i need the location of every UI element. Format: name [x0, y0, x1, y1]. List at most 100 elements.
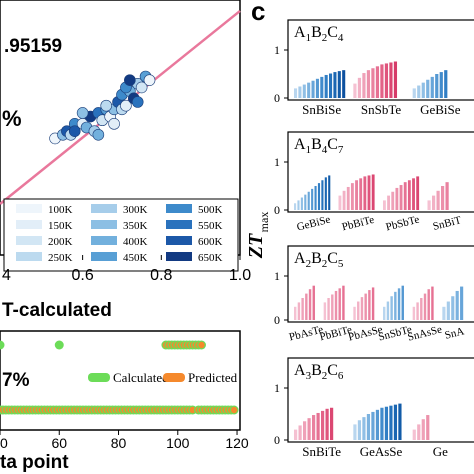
legend-label: 150K [48, 220, 73, 232]
subpanel-title: A3B2C6 [294, 362, 344, 382]
zt-bar [298, 425, 302, 440]
zt-bar [320, 76, 324, 98]
legend-swatch [16, 204, 42, 213]
zt-bar [383, 200, 386, 210]
group-label: GeBiSe [420, 102, 461, 117]
zt-subpanel: A3B2C6 1 0 SnBiTe GeAsSe Ge [274, 357, 474, 459]
zt-bar [307, 191, 310, 210]
zt-bar [383, 306, 386, 320]
zt-bar [338, 195, 342, 210]
zt-bar [403, 182, 407, 210]
zt-bar [394, 291, 397, 320]
subpanel-y-tick-label: 1 [274, 155, 280, 169]
group-label: SnBiT [432, 214, 463, 233]
zt-bar [353, 83, 357, 98]
calculated-point-high [0, 340, 5, 350]
zt-bar [317, 183, 321, 210]
zt-bar [363, 176, 367, 210]
zt-ylabel-main: ZT [245, 233, 267, 259]
scatter-x-tick-label: 0.6 [71, 267, 93, 284]
zt-bar [375, 409, 380, 440]
zt-bar [431, 286, 434, 320]
point-x-tick-label: 40 [0, 435, 8, 451]
legend-swatch [16, 236, 42, 245]
legend-swatch [91, 236, 117, 245]
zt-bar [417, 424, 421, 440]
point-percent-text: 7% [2, 370, 30, 391]
zt-bar [334, 290, 338, 320]
legend-box [3, 198, 239, 272]
legend-label: 250K [48, 252, 73, 264]
subpanel-y-tick-label: 1 [274, 269, 280, 283]
scatter-point [143, 74, 156, 86]
zt-bar [302, 84, 306, 98]
zt-bar [307, 418, 311, 440]
subpanel-title: A1B2C4 [294, 24, 344, 44]
zt-bar [311, 188, 314, 210]
zt-bar [298, 86, 302, 98]
zt-bar [342, 70, 346, 98]
legend-label: 550K [198, 220, 223, 232]
zt-ylabel: ZT max [245, 212, 271, 260]
legend-label: 450K [123, 252, 148, 264]
legend-swatch [166, 252, 192, 261]
scatter-point [120, 99, 132, 112]
zt-ylabel-sub: max [257, 212, 271, 233]
zt-bar [294, 429, 298, 440]
legend-swatch [166, 220, 192, 229]
zt-bar [386, 301, 390, 320]
zt-bar [308, 289, 312, 320]
zt-bar [294, 203, 297, 210]
zt-bar [324, 74, 328, 98]
zt-bar [337, 71, 341, 98]
scatter-x-ticks: 4 0.6 0.8 1.0 [2, 255, 251, 284]
zt-bar [398, 403, 402, 440]
zt-bar [297, 200, 300, 210]
legend-predicted-swatch [163, 373, 185, 382]
scatter-x-tick-label: 4 [2, 267, 11, 284]
zt-bar [436, 190, 440, 210]
zt-bar [391, 191, 395, 210]
zt-bar [371, 287, 375, 320]
zt-bar [325, 408, 329, 440]
legend-swatch [16, 252, 42, 261]
zt-bar [360, 297, 364, 320]
legend-label: 650K [198, 252, 223, 264]
subpanel-y-tick-label: 0 [274, 313, 280, 327]
zt-bar [460, 286, 464, 320]
legend-label: 500K [198, 204, 223, 216]
zt-bar [362, 417, 366, 440]
point-x-tick-label: 60 [51, 435, 67, 451]
group-label: Ge [433, 444, 448, 459]
zt-bar [303, 421, 307, 440]
zt-bar [426, 415, 430, 440]
scatter-points [49, 70, 156, 145]
zt-bar [329, 73, 333, 98]
zt-bar [294, 306, 297, 320]
zt-bar [357, 301, 360, 320]
zt-bar [432, 195, 436, 210]
zt-bar [366, 70, 371, 98]
zt-bar [362, 73, 366, 98]
zt-bar [417, 85, 421, 98]
zt-bar [421, 82, 425, 98]
zt-bar [311, 80, 315, 98]
subpanel-title: A1B4C7 [294, 136, 344, 156]
zt-bar [371, 174, 375, 210]
zt-bar [412, 88, 416, 98]
zt-bar [395, 187, 399, 210]
zt-bar [389, 62, 393, 98]
zt-bar [359, 178, 363, 210]
zt-bar [338, 288, 341, 320]
legend-label: 350K [123, 220, 148, 232]
zt-bar [427, 200, 431, 210]
zt-bar [430, 76, 434, 98]
zt-bar [342, 285, 345, 320]
zt-bar [314, 186, 317, 210]
legend-predicted-label: Predicted [188, 370, 238, 385]
zt-bar [384, 406, 389, 440]
zt-bar [444, 70, 448, 98]
scatter-x-label: T-calculated [2, 300, 112, 321]
subpanel-y-tick-label: 0 [274, 433, 280, 447]
